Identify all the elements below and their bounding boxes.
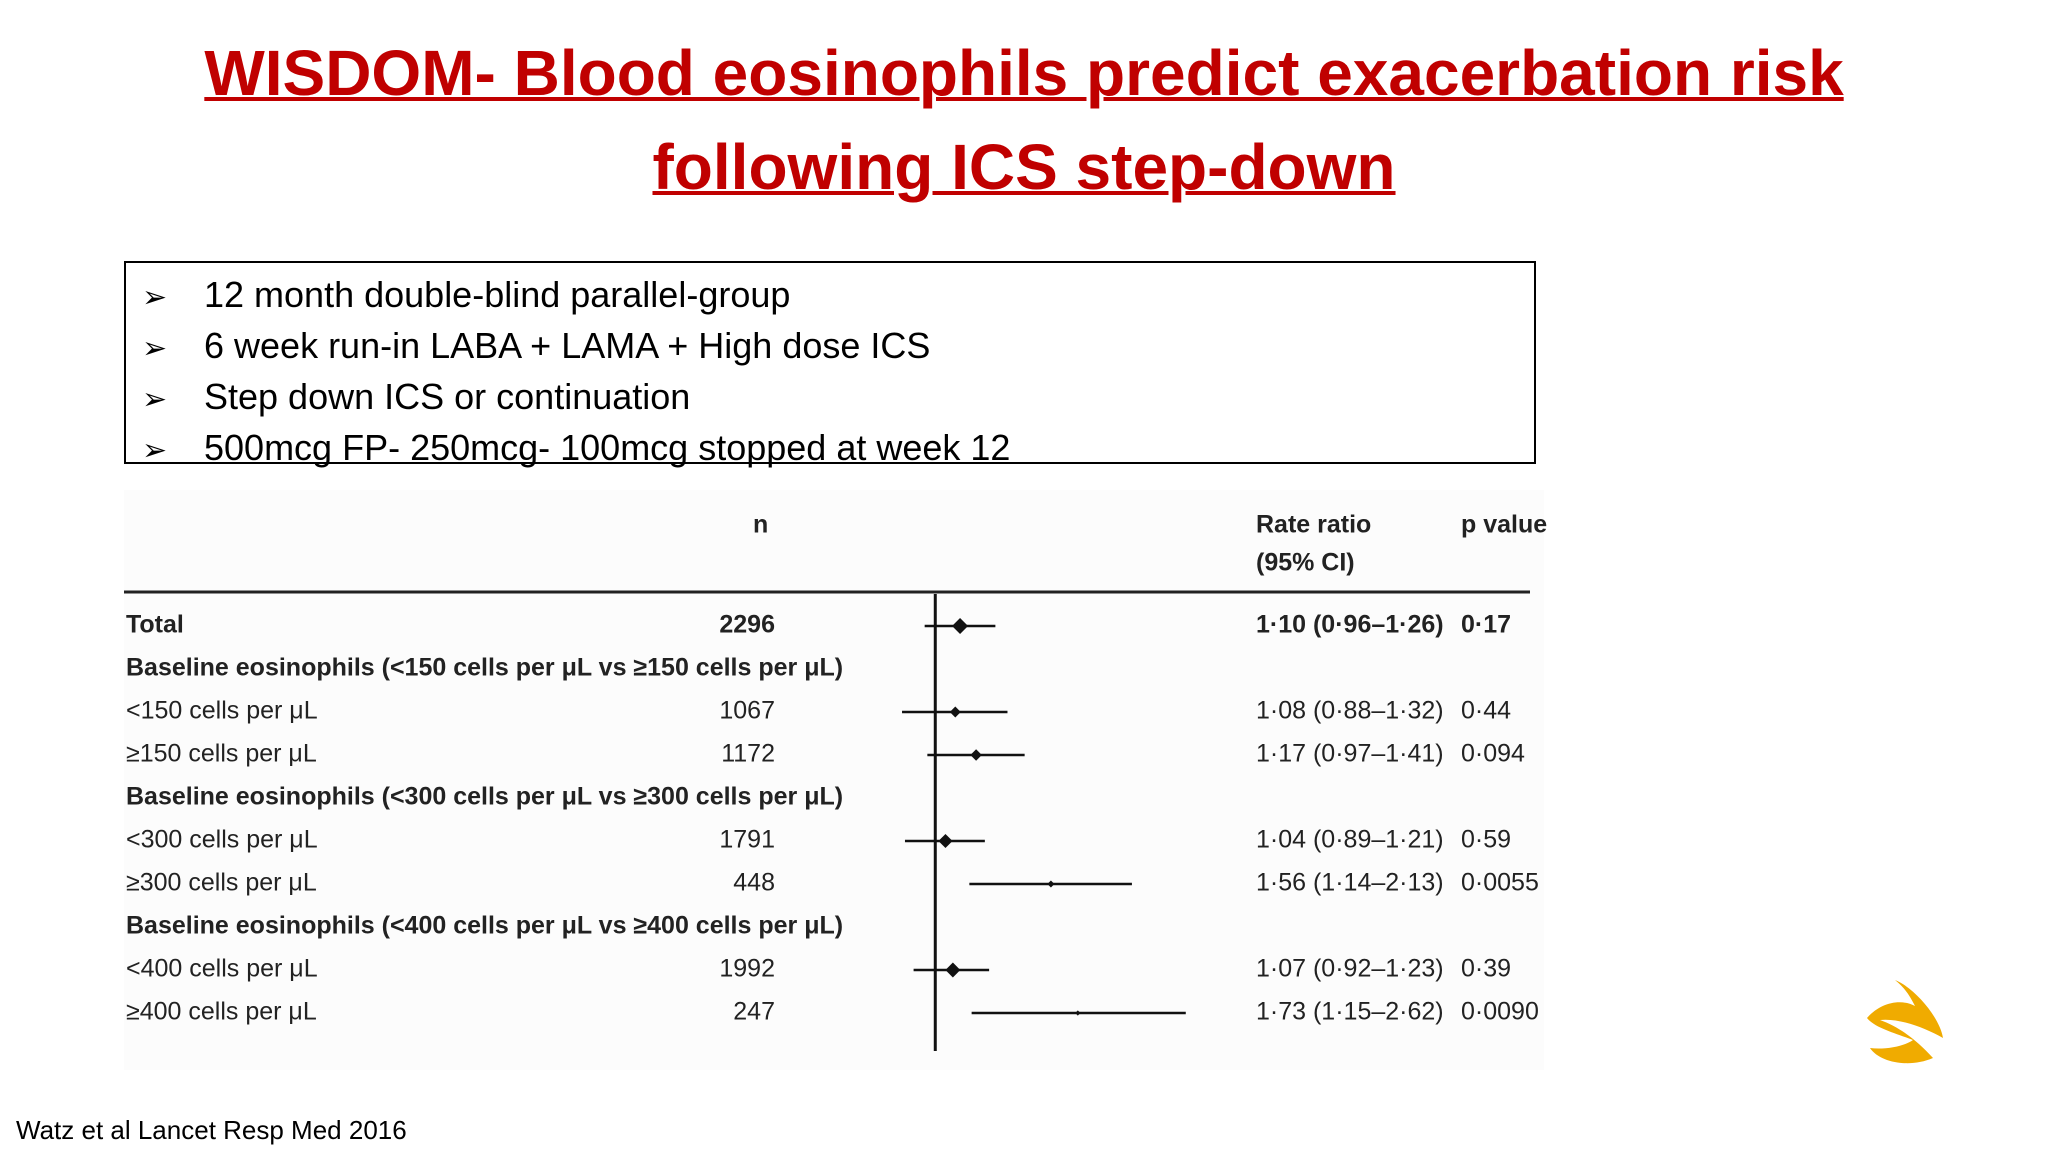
row-label: <400 cells per μL	[126, 955, 318, 983]
bullet: ➢ 500mcg FP- 250mcg- 100mcg stopped at we…	[142, 427, 1011, 468]
estimate-marker	[945, 962, 961, 978]
n-value: 1992	[719, 955, 775, 983]
estimate-marker	[1075, 1010, 1081, 1016]
row-label: <150 cells per μL	[126, 697, 318, 725]
n-value: 1172	[721, 740, 775, 768]
group-label: Baseline eosinophils (<300 cells per μL …	[126, 783, 843, 811]
n-value: 247	[733, 998, 775, 1026]
group-label: Total	[126, 611, 184, 639]
bullet-text: 12 month double-blind parallel-group	[204, 274, 791, 315]
ratio-header: Rate ratio	[1256, 511, 1371, 539]
rate-ratio-label: 1·10 (0·96–1·26)	[1256, 611, 1444, 639]
row-label: ≥300 cells per μL	[126, 869, 317, 897]
estimate-marker	[949, 706, 961, 718]
plot-background	[124, 490, 1544, 1070]
p-header: p value	[1461, 511, 1547, 539]
n-value: 2296	[719, 611, 775, 639]
bullet: ➢ 6 week run-in LABA + LAMA + High dose I…	[142, 325, 931, 366]
rate-ratio-label: 1·04 (0·89–1·21)	[1256, 826, 1444, 854]
bullet: ➢ Step down ICS or continuation	[142, 376, 691, 417]
rate-ratio-label: 1·17 (0·97–1·41)	[1256, 740, 1444, 768]
row-label: ≥150 cells per μL	[126, 740, 317, 768]
bullet-text: 6 week run-in LABA + LAMA + High dose IC…	[204, 325, 931, 366]
p-value-label: 0·44	[1461, 697, 1511, 725]
rate-ratio-label: 1·07 (0·92–1·23)	[1256, 955, 1444, 983]
p-value-label: 0·0055	[1461, 869, 1539, 897]
bullet-box: ➢ 12 month double-blind parallel-group ➢ 6…	[124, 261, 1536, 468]
estimate-marker	[938, 833, 953, 849]
estimate-marker	[1047, 880, 1055, 888]
n-value: 448	[733, 869, 775, 897]
row-label: <300 cells per μL	[126, 826, 318, 854]
rate-ratio-label: 1·08 (0·88–1·32)	[1256, 697, 1444, 725]
bullet-text: Step down ICS or continuation	[204, 376, 691, 417]
estimate-marker	[970, 749, 982, 761]
p-value-label: 0·17	[1461, 611, 1511, 639]
bullet: ➢ 12 month double-blind parallel-group	[142, 274, 791, 315]
row-label: ≥400 cells per μL	[126, 998, 317, 1026]
p-value-label: 0·39	[1461, 955, 1511, 983]
rate-ratio-label: 1·73 (1·15–2·62)	[1256, 998, 1444, 1026]
footer-citation: Watz et al Lancet Resp Med 2016	[16, 1115, 407, 1145]
slide-title: WISDOM- Blood eosinophils predict exacer…	[204, 37, 1844, 203]
n-value: 1067	[719, 697, 775, 725]
rate-ratio-label: 1·56 (1·14–2·13)	[1256, 869, 1444, 897]
group-label: Baseline eosinophils (<400 cells per μL …	[126, 912, 843, 940]
group-label: Baseline eosinophils (<150 cells per μL …	[126, 654, 843, 682]
p-value-label: 0·094	[1461, 740, 1525, 768]
ratio-header: (95% CI)	[1256, 549, 1355, 577]
n-header: n	[753, 511, 768, 539]
estimate-marker	[952, 618, 969, 634]
bullet-text: 500mcg FP- 250mcg- 100mcg stopped at wee…	[204, 427, 1011, 468]
logo	[1867, 980, 1943, 1064]
p-value-label: 0·59	[1461, 826, 1511, 854]
p-value-label: 0·0090	[1461, 998, 1539, 1026]
n-value: 1791	[719, 826, 775, 854]
